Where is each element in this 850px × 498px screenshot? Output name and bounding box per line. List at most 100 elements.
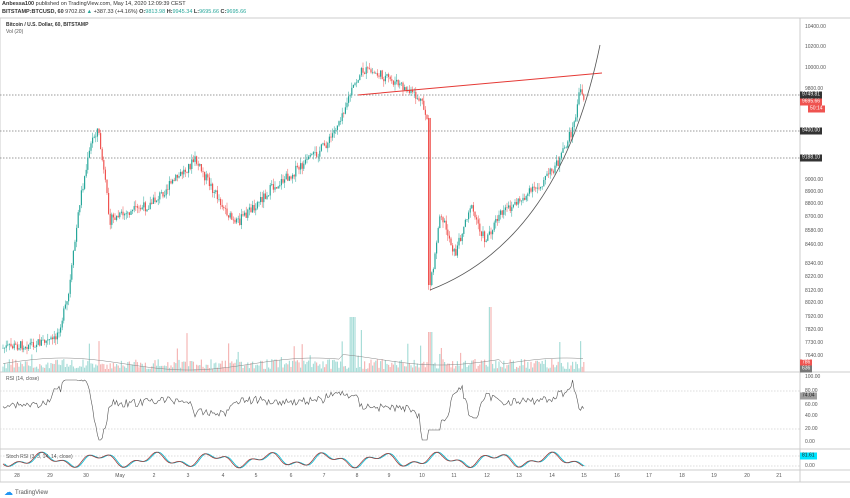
time-axis-label: 19 xyxy=(711,473,717,479)
candle xyxy=(213,191,215,193)
candle xyxy=(282,179,284,183)
last-price-tag: 9695.66 xyxy=(800,98,823,106)
rsi-legend[interactable]: RSI (14, close) xyxy=(6,376,40,382)
candle xyxy=(212,183,214,193)
candle xyxy=(344,107,346,114)
candle xyxy=(354,83,356,85)
volume-bar xyxy=(40,365,42,372)
candle xyxy=(20,341,22,349)
candle xyxy=(61,320,63,328)
candle xyxy=(352,84,354,88)
volume-tag: 786 xyxy=(800,359,813,367)
volume-legend[interactable]: Vol (20) xyxy=(6,29,24,35)
tradingview-logo[interactable]: ☁ TradingView xyxy=(4,487,48,498)
volume-bar xyxy=(143,366,145,372)
volume-bar xyxy=(399,360,401,372)
candle xyxy=(146,209,148,212)
volume-bar xyxy=(508,364,510,372)
candle xyxy=(536,187,538,189)
volume-bar xyxy=(101,363,103,372)
series-legend[interactable]: Bitcoin / U.S. Dollar, 60, BITSTAMP xyxy=(6,22,89,28)
candle xyxy=(168,181,170,190)
candle xyxy=(39,339,41,346)
volume-bar xyxy=(260,360,262,372)
candle xyxy=(346,102,348,108)
candle xyxy=(400,82,402,84)
candle xyxy=(108,192,110,214)
volume-bar xyxy=(189,361,191,372)
time-axis-label: 30 xyxy=(83,473,89,479)
candle xyxy=(74,241,76,251)
candle xyxy=(264,193,266,199)
candle xyxy=(26,346,28,349)
candle xyxy=(16,344,18,350)
volume-bar xyxy=(437,368,439,372)
candle xyxy=(260,196,262,203)
candle xyxy=(221,204,223,207)
candle xyxy=(447,229,449,236)
volume-bar xyxy=(264,368,266,372)
volume-bar xyxy=(332,360,334,372)
candle xyxy=(138,207,140,209)
volume-bar xyxy=(207,364,209,372)
candle xyxy=(341,113,343,122)
volume-bar xyxy=(360,330,362,372)
volume-bar xyxy=(420,345,422,372)
candle xyxy=(252,204,254,213)
volume-bar xyxy=(256,364,258,372)
volume-bar xyxy=(109,363,111,372)
volume-bar xyxy=(487,366,489,372)
volume-bar xyxy=(48,368,50,372)
candle xyxy=(186,171,188,173)
volume-bar xyxy=(247,362,249,372)
candle xyxy=(172,179,174,184)
candle xyxy=(119,212,121,218)
volume-bar xyxy=(311,367,313,372)
candle xyxy=(111,214,113,225)
volume-bar xyxy=(319,364,321,372)
author-name[interactable]: Anbessa100 xyxy=(2,1,35,7)
candle xyxy=(261,196,263,203)
candle xyxy=(552,171,554,173)
candle xyxy=(125,213,127,215)
volume-bar xyxy=(535,360,537,372)
candle xyxy=(311,154,313,155)
candle xyxy=(47,339,49,341)
volume-bar xyxy=(148,368,150,372)
candle xyxy=(220,199,222,205)
publish-info: published on TradingView.com, May 14, 20… xyxy=(35,1,186,7)
candle xyxy=(207,174,209,178)
candle xyxy=(548,173,550,175)
volume-bar xyxy=(5,368,7,372)
volume-bar xyxy=(343,366,345,372)
volume-bar xyxy=(408,363,410,372)
volume-bar xyxy=(168,367,170,372)
cloud-icon: ☁ xyxy=(4,487,13,497)
candle xyxy=(368,68,370,70)
candle xyxy=(164,195,166,197)
candle xyxy=(386,74,388,76)
stoch-legend[interactable]: Stoch RSI (3, 3, 14, 14, close) xyxy=(6,454,73,460)
volume-bar xyxy=(226,367,228,372)
volume-bar xyxy=(74,368,76,372)
candle xyxy=(60,327,62,333)
time-axis-label: 15 xyxy=(581,473,587,479)
volume-bar xyxy=(39,364,41,372)
volume-bar xyxy=(250,362,252,372)
candle xyxy=(140,208,142,210)
candle xyxy=(103,160,105,170)
candle xyxy=(64,304,66,309)
candle xyxy=(32,342,34,348)
candle xyxy=(197,163,199,166)
candle xyxy=(176,174,178,178)
volume-bar xyxy=(223,367,225,372)
volume-bar xyxy=(72,366,74,372)
candle xyxy=(343,113,345,114)
volume-bar xyxy=(479,364,481,372)
volume-bar xyxy=(397,367,399,372)
volume-bar xyxy=(309,355,311,372)
volume-bar xyxy=(492,363,494,372)
volume-bar xyxy=(130,364,132,372)
volume-bar xyxy=(303,360,305,372)
